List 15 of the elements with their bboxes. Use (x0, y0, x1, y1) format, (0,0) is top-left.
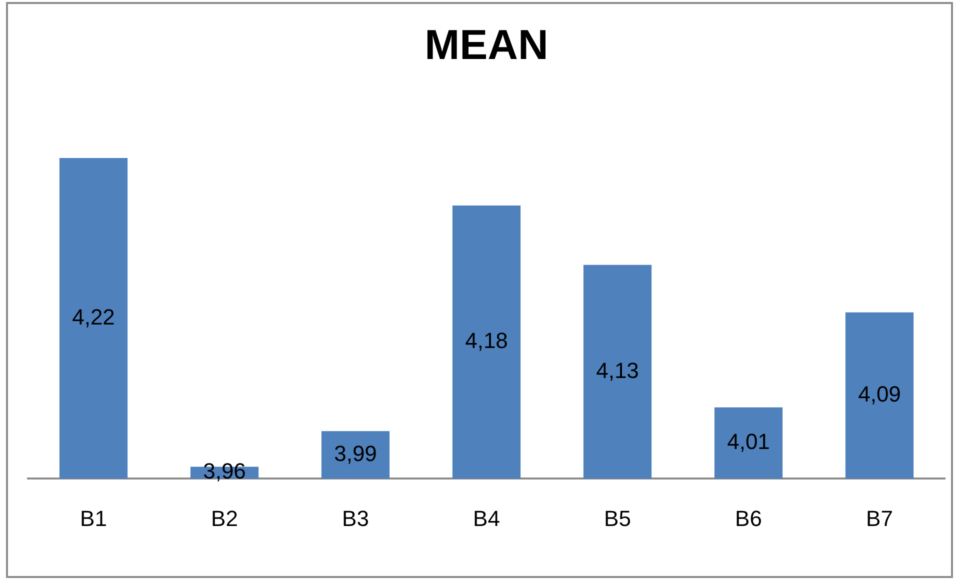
data-label: 4,01 (727, 429, 770, 454)
chart-title: MEAN (424, 20, 548, 68)
x-tick-label: B1 (80, 506, 107, 531)
data-label: 4,13 (596, 358, 639, 383)
x-tick-label: B2 (211, 506, 238, 531)
x-tick-label: B4 (473, 506, 500, 531)
data-label: 3,99 (334, 440, 377, 466)
data-label: 4,18 (465, 328, 508, 354)
data-label: 3,96 (203, 458, 246, 484)
x-tick-label: B6 (735, 506, 762, 531)
x-tick-label: B5 (604, 506, 631, 531)
x-tick-label: B3 (342, 506, 369, 531)
x-tick-label: B7 (866, 506, 893, 531)
data-label: 4,09 (858, 382, 901, 407)
data-label: 4,22 (72, 304, 115, 330)
